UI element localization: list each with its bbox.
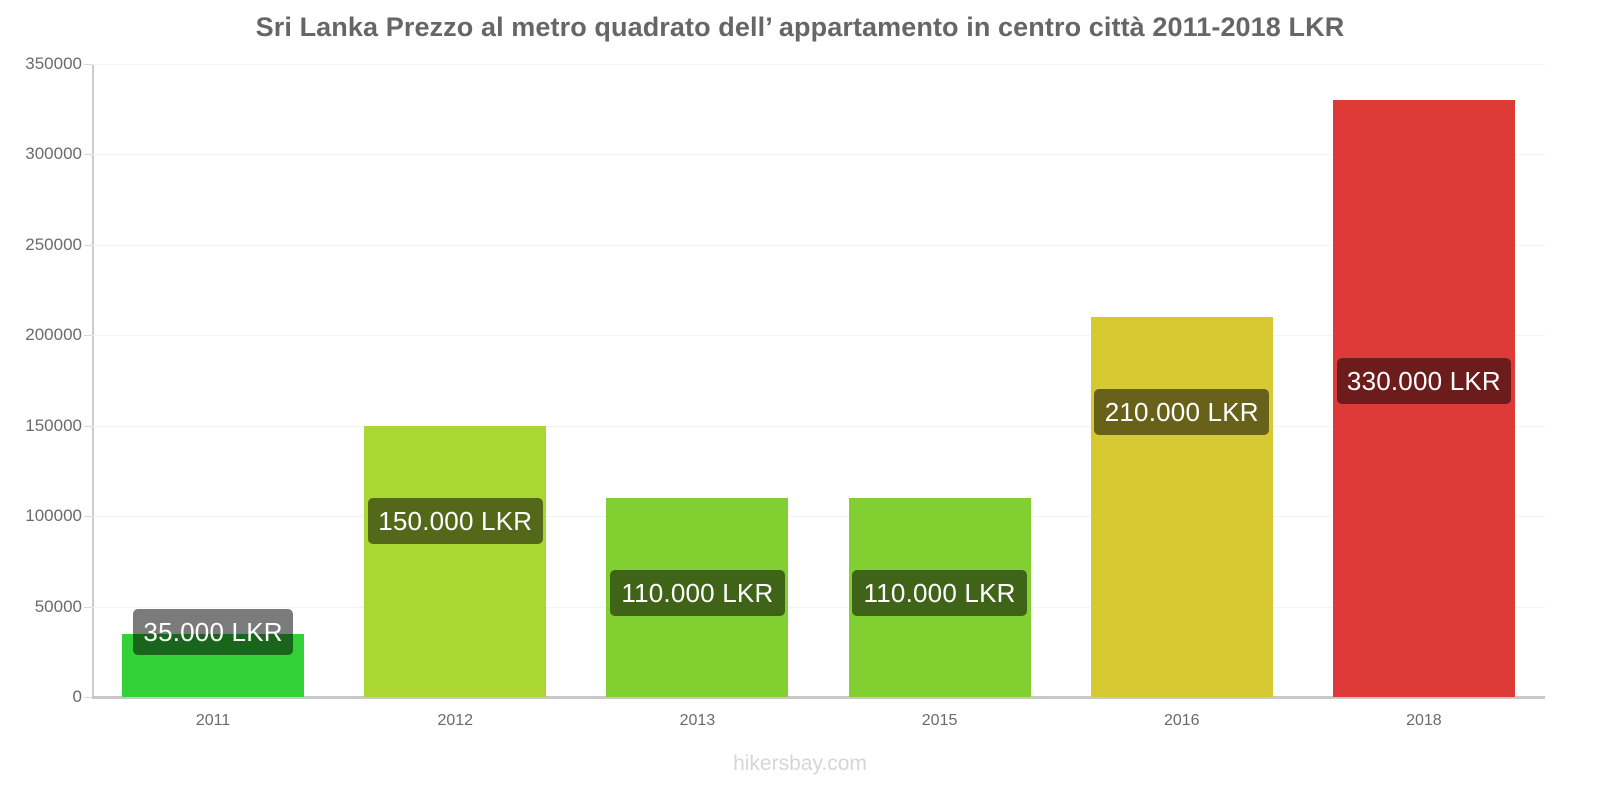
bar-value-label-box — [610, 570, 785, 617]
gridline — [92, 244, 1545, 246]
x-axis-tick-label: 2013 — [679, 712, 716, 729]
x-axis-tick-label: 2012 — [437, 712, 474, 729]
y-axis-tick-mark — [84, 64, 92, 65]
footer-credit: hikersbay.com — [733, 752, 867, 775]
y-axis-tick-mark — [84, 154, 92, 156]
y-axis-tick-label: 0 — [72, 687, 82, 706]
y-axis-tick-label: 150000 — [25, 415, 82, 435]
y-axis-tick-mark — [84, 244, 92, 246]
bar[interactable] — [364, 425, 547, 697]
bar[interactable] — [1090, 317, 1273, 697]
y-axis-tick-label: 100000 — [25, 506, 82, 526]
x-axis-tick-label: 2016 — [1163, 712, 1200, 729]
y-axis-tick-mark — [84, 335, 92, 337]
y-axis-tick-label: 250000 — [25, 234, 82, 254]
bar-value-label-box — [852, 570, 1027, 617]
plot-area — [92, 64, 1545, 697]
y-axis-tick-label: 300000 — [25, 144, 82, 164]
chart-title: Sri Lanka Prezzo al metro quadrato dell’… — [255, 12, 1345, 42]
bar-value-label-box — [1094, 389, 1270, 436]
gridline — [92, 516, 1545, 518]
y-axis-tick-mark — [84, 606, 92, 608]
y-axis-tick-label: 200000 — [25, 325, 82, 345]
y-axis-line — [92, 64, 94, 697]
x-axis-tick-label: 2011 — [195, 712, 231, 729]
y-axis-tick-mark — [84, 516, 92, 518]
x-axis-tick-label: 2018 — [1406, 712, 1442, 729]
bar-value-label-box — [1336, 358, 1512, 405]
gridline — [92, 154, 1545, 156]
gridline — [92, 64, 1545, 65]
y-axis-tick-mark — [84, 697, 92, 698]
gridline — [92, 606, 1545, 608]
bar-value-label-box — [133, 608, 294, 655]
y-axis-tick-label: 50000 — [34, 596, 82, 616]
bar-value-label-box — [367, 497, 543, 544]
gridline — [92, 335, 1545, 337]
x-axis-tick-label: 2015 — [921, 712, 958, 729]
x-axis-line — [92, 696, 1545, 699]
gridline — [92, 425, 1545, 427]
y-axis-tick-label: 350000 — [25, 54, 82, 73]
y-axis-tick-mark — [84, 425, 92, 427]
